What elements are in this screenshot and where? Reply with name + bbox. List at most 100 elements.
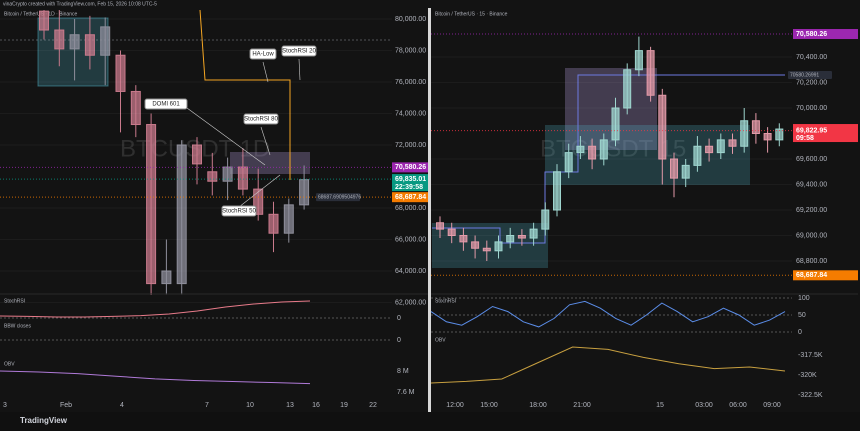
time-label: 03:00: [695, 402, 713, 409]
candle-body: [253, 188, 264, 215]
candle-body: [588, 145, 597, 160]
candle-body: [299, 179, 310, 206]
candle-body: [494, 241, 503, 252]
candle-body: [646, 50, 655, 96]
price-tick-label: 66,000.00: [395, 236, 426, 243]
countdown: 22:39:58: [395, 184, 423, 191]
price-tick-label: 78,000.00: [395, 47, 426, 54]
pane-divider: [428, 8, 431, 412]
price-tick-label: 80,000.00: [395, 16, 426, 23]
candle-body: [471, 241, 480, 249]
level-note-bg: [788, 71, 832, 79]
price-tag: [793, 270, 858, 281]
trend-line: [199, 9, 291, 180]
price-tag-label: 68,687.84: [796, 272, 827, 279]
price-tag: [392, 162, 428, 173]
candle-body: [599, 139, 608, 160]
candle-body: [459, 235, 468, 243]
callout-text: StochRSI 20: [282, 49, 316, 55]
obv-line: [430, 346, 786, 384]
level-note: 68687.6909504976: [318, 194, 361, 200]
range-box: [545, 125, 750, 185]
bbw-tick-label: 0: [397, 337, 401, 344]
stoch-line: [0, 300, 311, 318]
candle-body: [681, 164, 690, 179]
price-tick-label: 62,000.00: [395, 299, 426, 306]
brand: TradingView: [20, 416, 68, 425]
candle-body: [517, 235, 526, 239]
candle-body: [100, 26, 111, 56]
candle-body: [69, 34, 80, 50]
callout-text: StochRSI 80: [244, 117, 278, 123]
pane-label: BBW closes: [4, 323, 31, 329]
callout-line: [238, 174, 281, 208]
obv-tick-label: -317.5K: [798, 352, 823, 359]
callout-box: [243, 113, 279, 125]
candle-body: [751, 120, 760, 134]
candle-body: [611, 107, 620, 141]
candle-body: [207, 171, 218, 182]
callout-box: [144, 98, 188, 110]
price-tick-label: 69,400.00: [796, 181, 827, 188]
candle-body: [658, 94, 667, 160]
price-tick-label: 69,000.00: [796, 232, 827, 239]
price-tag-label: 70,580.26: [796, 31, 827, 38]
countdown-bg: [392, 183, 428, 192]
callout-text: HA-Low: [252, 52, 274, 58]
callout-line: [298, 58, 301, 81]
price-pane: [39, 10, 310, 295]
candle-body: [506, 235, 515, 243]
candle-body: [436, 222, 444, 230]
price-tick-label: 69,200.00: [796, 207, 827, 214]
price-tag: [793, 125, 858, 136]
time-label: 15:00: [480, 402, 498, 409]
candle-body: [115, 54, 126, 92]
candle-body: [283, 204, 294, 234]
time-label: 13: [286, 402, 294, 409]
level-note: 70580.26991: [790, 72, 819, 78]
candle-body: [447, 228, 456, 236]
credit: vinaCrypto created with TradingView.com,…: [3, 1, 157, 7]
callout-line: [260, 126, 271, 156]
candle-body: [192, 144, 202, 165]
candle-body: [728, 139, 737, 147]
price-tick-label: 70,400.00: [796, 54, 827, 61]
time-label: 09:00: [763, 402, 781, 409]
price-tick-label: 70,000.00: [796, 105, 827, 112]
pane-label: OBV: [435, 337, 446, 343]
candle-body: [775, 128, 784, 141]
candle-body: [482, 247, 491, 252]
range-box: [37, 17, 109, 87]
candle-body: [54, 29, 65, 50]
candle-body: [705, 145, 714, 154]
price-tag-label: 70,580.26: [395, 164, 426, 171]
callout-box: [281, 45, 317, 57]
candle-body: [716, 139, 725, 154]
time-label: 06:00: [729, 402, 747, 409]
price-tick-label: 68,800.00: [796, 258, 827, 265]
obv-tick-label: 8 M: [397, 368, 409, 375]
price-tag: [392, 174, 428, 185]
price-pane: [436, 36, 784, 261]
obv-tick-label: -322.5K: [798, 392, 823, 399]
price-tag-label: 69,835.01: [395, 176, 426, 183]
countdown: 09:58: [796, 135, 814, 142]
candle-body: [176, 144, 187, 285]
price-tag-label: 68,687.84: [395, 194, 426, 201]
candle-body: [576, 145, 585, 154]
candle-body: [529, 228, 538, 239]
obv-tick-label: 7.6 M: [397, 389, 415, 396]
stoch-tick-label: 0: [397, 315, 401, 322]
price-tick-label: 72,000.00: [395, 142, 426, 149]
candle-body: [237, 166, 248, 190]
price-tick-label: 64,000.00: [395, 268, 426, 275]
time-label: 18:00: [529, 402, 547, 409]
candle-body: [84, 34, 95, 56]
candle-body: [541, 209, 550, 230]
candle-body: [39, 10, 49, 31]
candle-body: [130, 90, 141, 126]
stoch-line: [430, 300, 786, 328]
time-label: 16: [312, 402, 320, 409]
callout-line: [262, 61, 269, 83]
level-note-bg: [316, 193, 360, 202]
